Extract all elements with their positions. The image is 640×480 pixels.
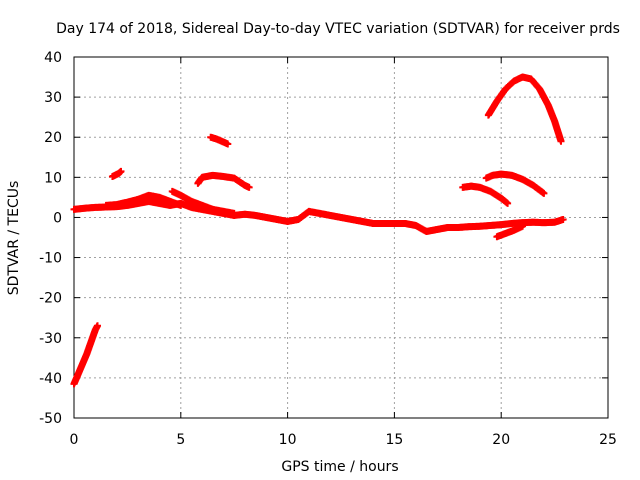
grid-lines <box>74 57 608 418</box>
data-point <box>230 209 238 217</box>
series-arc-10-6h <box>194 171 253 191</box>
data-point <box>93 322 101 330</box>
y-tick-label: 10 <box>44 170 62 186</box>
y-tick-label: 40 <box>44 50 62 66</box>
series-arc-20-6h <box>207 133 232 148</box>
x-tick-label: 5 <box>176 432 185 448</box>
data-point <box>519 222 527 230</box>
y-tick-label: 20 <box>44 130 62 146</box>
data-point <box>117 167 125 175</box>
y-tick-label: -20 <box>39 291 62 307</box>
chart-title: Day 174 of 2018, Sidereal Day-to-day VTE… <box>56 21 620 37</box>
y-tick-label: 0 <box>53 210 62 226</box>
data-point <box>504 199 512 207</box>
axis-ticks <box>73 56 609 419</box>
series-small-arc-2h <box>108 167 125 181</box>
series-arc-descend-20h <box>459 182 512 207</box>
data-series <box>70 73 567 388</box>
data-point <box>557 137 565 145</box>
series-arc-10-20h <box>482 170 548 197</box>
plot-frame <box>73 56 609 419</box>
x-tick-label: 25 <box>599 432 617 448</box>
data-point <box>540 189 548 197</box>
series-arc-rise-20h <box>493 222 527 241</box>
x-tick-label: 15 <box>385 432 403 448</box>
x-tick-label: 20 <box>492 432 510 448</box>
y-tick-label: -40 <box>39 371 62 387</box>
series-arc-low-start <box>70 322 101 388</box>
x-tick-label: 0 <box>70 432 79 448</box>
series-main-band <box>70 197 567 235</box>
y-axis-label: SDTVAR / TECUs <box>6 181 22 296</box>
y-tick-label: -50 <box>39 411 62 427</box>
y-tick-label: -10 <box>39 251 62 267</box>
x-axis-label: GPS time / hours <box>281 459 398 475</box>
y-tick-label: 30 <box>44 90 62 106</box>
tick-labels: 0 5 10 15 20 25 -50 -40 -30 -20 -10 0 10 20 30 40 <box>39 50 617 448</box>
data-point <box>245 183 253 191</box>
data-point <box>177 201 185 209</box>
data-point <box>559 215 567 223</box>
series-band-upper-early <box>102 191 185 209</box>
series-band-bump-5h <box>168 187 238 217</box>
x-tick-label: 10 <box>279 432 297 448</box>
y-tick-label: -30 <box>39 331 62 347</box>
series-arc-high-21h <box>484 73 565 145</box>
data-point <box>224 140 232 148</box>
